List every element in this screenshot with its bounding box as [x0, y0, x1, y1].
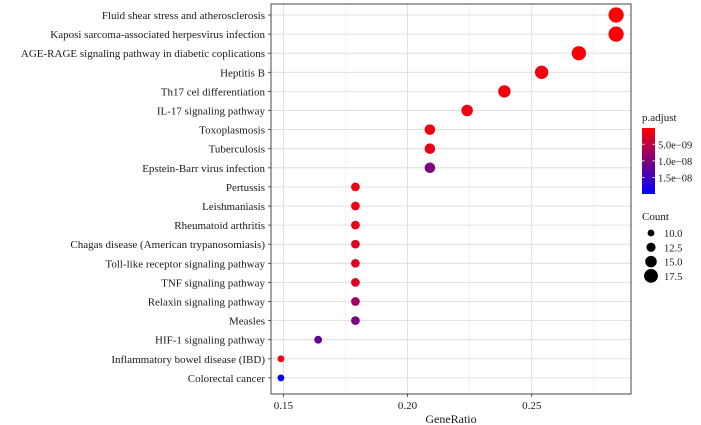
color-legend-label: 1.5e−08 [658, 173, 692, 184]
color-legend-label: 1.0e−08 [658, 157, 692, 168]
plot-border [270, 3, 632, 395]
y-tick-label: Relaxin signaling pathway [148, 297, 266, 309]
size-legend-label: 15.0 [664, 258, 682, 269]
y-tick-label: Inflammatory bowel disease (IBD) [111, 354, 265, 366]
size-legend-label: 17.5 [664, 272, 682, 283]
y-tick-label: Fluid shear stress and atherosclerosis [102, 10, 265, 22]
y-tick-label: Kaposi sarcoma-associated herpesvirus in… [50, 29, 265, 41]
data-point [424, 143, 436, 154]
color-legend-label: 5.0e−09 [658, 140, 692, 151]
data-point [461, 104, 473, 117]
data-point [351, 258, 360, 268]
y-tick-label: Heptitis B [220, 67, 265, 79]
size-legend-dot [647, 229, 655, 237]
data-point [424, 124, 436, 135]
x-axis-title: GeneRatio [425, 412, 476, 425]
data-points [277, 7, 624, 382]
data-point [351, 239, 360, 249]
term-labels: Fluid shear stress and atherosclerosis Ka… [21, 10, 271, 385]
size-legend-label: 12.5 [664, 243, 682, 254]
size-legend-dot [645, 255, 657, 268]
y-tick-label: Rheumatoid arthritis [174, 220, 265, 232]
x-tick-label: 0.25 [522, 400, 542, 412]
y-tick-label: IL-17 signaling pathway [157, 106, 266, 118]
data-point [351, 201, 360, 211]
data-point [351, 316, 360, 325]
data-point [277, 374, 285, 382]
data-point [277, 355, 285, 363]
data-point [424, 162, 436, 174]
size-legend-label: 10.0 [664, 229, 682, 240]
data-point [351, 297, 360, 306]
y-tick-label: AGE-RAGE signaling pathway in diabetic c… [21, 48, 265, 60]
y-tick-label: Chagas disease (American trypanosomiasis… [70, 239, 265, 251]
y-tick-label: Epstein-Barr virus infection [142, 163, 265, 175]
data-point [534, 65, 549, 79]
y-tick-label: Toll-like receptor signaling pathway [105, 258, 265, 270]
y-tick-label: Pertussis [226, 182, 265, 194]
data-point [498, 85, 511, 98]
size-legend-title: Count [642, 211, 669, 223]
data-point [351, 182, 360, 192]
y-tick-label: Th17 cel differentiation [161, 86, 266, 98]
y-tick-label: HIF-1 signaling pathway [155, 335, 265, 347]
plot-panel [271, 4, 631, 394]
y-tick-label: Toxoplasmosis [199, 125, 265, 137]
y-tick-label: Tuberculosis [209, 144, 265, 156]
data-point [351, 220, 360, 230]
y-tick-label: Measles [229, 316, 265, 328]
data-point [351, 278, 360, 287]
color-legend-bar [642, 128, 655, 194]
y-tick-label: TNF signaling pathway [161, 277, 265, 289]
data-point [571, 46, 586, 61]
size-legend-dot [644, 268, 658, 283]
x-axis-ticks: 0.15 0.20 0.25 [274, 394, 542, 412]
x-tick-label: 0.15 [274, 400, 294, 412]
data-point [608, 7, 624, 23]
legend: p.adjust 5.0e−09 1.0e−08 1.5e−08 Count 10.0 12… [642, 112, 692, 283]
grid-lines [270, 3, 632, 395]
x-tick-label: 0.20 [398, 400, 418, 412]
y-tick-label: Colorectal cancer [188, 373, 266, 385]
color-legend-title: p.adjust [642, 112, 677, 124]
data-point [608, 26, 624, 42]
size-legend-dot [646, 242, 656, 252]
data-point [314, 335, 323, 344]
y-tick-label: Leishmaniasis [202, 201, 265, 213]
